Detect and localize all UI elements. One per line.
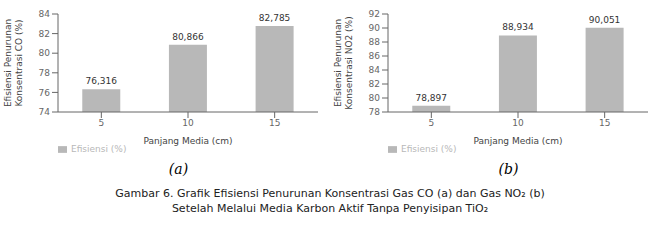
svg-text:Panjang Media (cm): Panjang Media (cm) <box>143 136 232 146</box>
svg-text:74: 74 <box>39 107 51 117</box>
html-text:Setelah Melalui Media Karbon A: Setelah Melalui Media Karbon Aktif Tanpa… <box>171 202 489 215</box>
svg-text:84: 84 <box>369 65 381 75</box>
svg-text:10: 10 <box>182 118 194 128</box>
html-text:Efisiensi (%): Efisiensi (%) <box>71 144 127 154</box>
svg-text:Panjang Media (cm): Panjang Media (cm) <box>473 136 562 146</box>
svg-text:88: 88 <box>369 37 381 47</box>
html-text:(a): (a) <box>168 161 189 177</box>
svg-text:88,934: 88,934 <box>502 22 534 32</box>
svg-text:78: 78 <box>369 107 381 117</box>
svg-text:90: 90 <box>369 23 381 33</box>
svg-text:Efisiensi PenurunanKonsentrasi: Efisiensi PenurunanKonsentrasi NO2 (%) <box>333 16 354 109</box>
html-text:Gambar 6. Grafik Efisiensi Pen: Gambar 6. Grafik Efisiensi Penurunan Kon… <box>115 187 545 200</box>
svg-text:80: 80 <box>369 93 381 103</box>
svg-text:92: 92 <box>369 9 380 19</box>
svg-text:Efisiensi PenurunanKonsentrasi: Efisiensi PenurunanKonsentrasi CO (%) <box>8 19 24 107</box>
svg-text:80: 80 <box>39 48 51 58</box>
svg-text:84: 84 <box>39 9 51 19</box>
svg-text:82: 82 <box>369 79 380 89</box>
svg-text:82: 82 <box>39 29 50 39</box>
svg-text:78,897: 78,897 <box>416 93 448 103</box>
svg-text:78: 78 <box>39 68 51 78</box>
svg-text:76: 76 <box>39 88 51 98</box>
html-text:(b): (b) <box>498 161 519 177</box>
svg-text:76,316: 76,316 <box>86 76 118 86</box>
svg-text:15: 15 <box>269 118 280 128</box>
svg-text:90,051: 90,051 <box>589 15 621 25</box>
svg-text:80,866: 80,866 <box>172 32 204 42</box>
svg-text:5: 5 <box>98 118 104 128</box>
svg-text:15: 15 <box>599 118 610 128</box>
svg-text:10: 10 <box>512 118 524 128</box>
svg-text:86: 86 <box>369 51 381 61</box>
svg-text:5: 5 <box>428 118 434 128</box>
html-text:Efisiensi (%): Efisiensi (%) <box>401 144 457 154</box>
svg-text:82,785: 82,785 <box>259 13 291 23</box>
